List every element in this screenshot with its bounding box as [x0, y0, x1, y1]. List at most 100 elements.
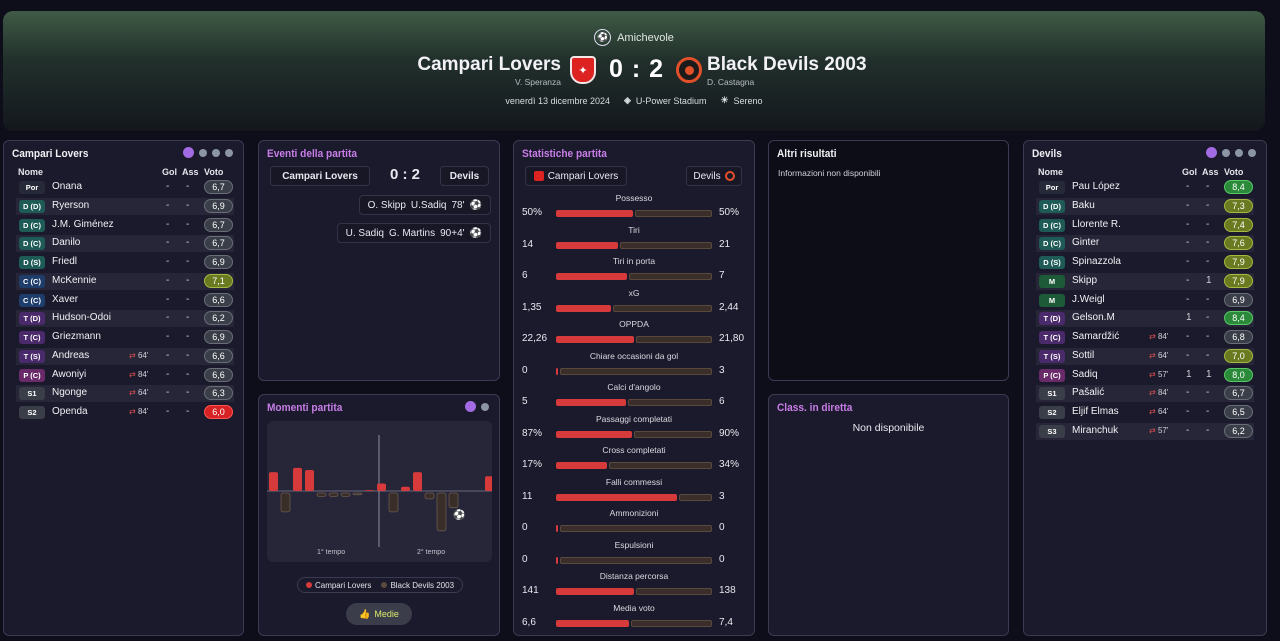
player-row[interactable]: D (C) J.M. Giménez - - 6,7: [16, 217, 234, 234]
player-name[interactable]: Openda: [52, 406, 88, 417]
player-row[interactable]: D (D) Baku - - 7,3: [1036, 197, 1254, 215]
player-name[interactable]: Xaver: [52, 293, 79, 305]
player-goals: -: [1186, 406, 1190, 417]
player-name[interactable]: Pašalić: [1072, 387, 1105, 399]
competition-icon: ⚽: [594, 29, 612, 46]
stadium-name[interactable]: U-Power Stadium: [635, 95, 707, 106]
player-row[interactable]: D (C) Ginter - - 7,6: [1036, 235, 1254, 253]
player-row[interactable]: D (C) Danilo - - 6,7: [16, 235, 234, 253]
player-name[interactable]: Spinazzola: [1072, 256, 1121, 267]
events-score: 0 : 2: [389, 166, 420, 183]
player-name[interactable]: Hudson-Odoi: [52, 312, 111, 324]
player-goals: -: [166, 293, 170, 305]
stat-label: OPPDA: [619, 319, 649, 329]
moments-title: Momenti partita: [267, 402, 343, 414]
player-row[interactable]: C (C) Xaver - - 6,6: [16, 292, 234, 309]
substitution: ⇄ 57': [1149, 425, 1169, 435]
player-row[interactable]: C (C) McKennie - - 7,1: [16, 272, 234, 290]
stat-away-value: 7: [719, 270, 725, 281]
player-row[interactable]: P (C) Awoniyi ⇄ 84' - - 6,6: [16, 367, 234, 384]
player-row[interactable]: D (S) Friedl - - 6,9: [16, 254, 234, 271]
player-row[interactable]: Por Pau López - - 8,4: [1036, 179, 1254, 196]
substitution-icon: ⇄: [1149, 369, 1156, 379]
player-row[interactable]: D (C) Llorente R. - - 7,4: [1036, 217, 1254, 234]
player-name[interactable]: Llorente R.: [1072, 218, 1121, 230]
player-name[interactable]: Friedl: [52, 256, 78, 267]
competition: ⚽ Amichevole: [3, 29, 1265, 46]
player-assists: 1: [1206, 274, 1212, 286]
home-coach[interactable]: V. Speranza: [515, 77, 561, 87]
player-row[interactable]: D (S) Spinazzola - - 7,9: [1036, 254, 1254, 271]
player-name[interactable]: Sadiq: [1072, 368, 1098, 380]
home-crest-icon[interactable]: ✦: [570, 56, 596, 84]
player-row[interactable]: D (D) Ryerson - - 6,9: [16, 197, 234, 215]
away-team-name[interactable]: Black Devils 2003: [707, 54, 867, 75]
goal-event[interactable]: U. Sadiq G. Martins 90+4' ⚽: [336, 223, 491, 243]
away-crest-icon[interactable]: [676, 57, 702, 83]
player-name[interactable]: J.Weigl: [1072, 293, 1105, 305]
lineup-pager[interactable]: [1206, 147, 1256, 158]
player-name[interactable]: Griezmann: [52, 331, 101, 342]
player-name[interactable]: Samardžić: [1072, 331, 1120, 342]
player-row[interactable]: P (C) Sadiq ⇄ 57' 1 1 8,0: [1036, 367, 1254, 384]
player-goals: -: [1186, 349, 1190, 361]
player-assists: -: [1206, 331, 1210, 342]
away-lineup-title: Devils: [1032, 148, 1062, 160]
away-lineup-panel: Devils Nome Gol Ass Voto Por Pau López - - 8…: [1023, 140, 1267, 636]
player-row[interactable]: S1 Pašalić ⇄ 84' - - 6,7: [1036, 385, 1254, 403]
player-row[interactable]: S3 Miranchuk ⇄ 57' - - 6,2: [1036, 422, 1254, 440]
player-row[interactable]: S1 Ngonge ⇄ 64' - - 6,3: [16, 385, 234, 403]
player-name[interactable]: Onana: [52, 181, 83, 192]
away-coach[interactable]: D. Castagna: [707, 77, 755, 87]
player-name[interactable]: Baku: [1072, 199, 1095, 211]
home-team-name[interactable]: Campari Lovers: [417, 54, 561, 75]
player-goals: -: [166, 256, 170, 267]
position-badge: D (C): [1039, 218, 1065, 232]
lineup-pager[interactable]: [183, 147, 233, 158]
player-row[interactable]: M J.Weigl - - 6,9: [1036, 292, 1254, 309]
player-name[interactable]: Ginter: [1072, 237, 1100, 249]
player-name[interactable]: Ngonge: [52, 387, 88, 399]
player-name[interactable]: McKennie: [52, 274, 97, 286]
player-assists: -: [186, 199, 190, 211]
weather: Sereno: [733, 95, 763, 106]
moments-pager[interactable]: [465, 401, 489, 412]
player-name[interactable]: Miranchuk: [1072, 424, 1119, 436]
player-goals: -: [166, 312, 170, 324]
stat-home-value: 0: [522, 364, 528, 376]
averages-button[interactable]: 👍 Medie: [346, 603, 412, 625]
player-name[interactable]: Eljif Elmas: [1072, 406, 1119, 417]
substitution-icon: ⇄: [1149, 332, 1156, 341]
player-name[interactable]: Gelson.M: [1072, 312, 1115, 324]
player-name[interactable]: Awoniyi: [52, 368, 87, 380]
player-row[interactable]: M Skipp - 1 7,9: [1036, 272, 1254, 290]
substitution: ⇄ 84': [129, 369, 149, 379]
player-name[interactable]: Pau López: [1072, 181, 1120, 192]
goal-event[interactable]: O. Skipp U.Sadiq 78' ⚽: [358, 195, 491, 215]
player-goals: -: [1186, 274, 1190, 286]
player-row[interactable]: T (S) Andreas ⇄ 64' - - 6,6: [16, 347, 234, 365]
player-row[interactable]: T (D) Hudson-Odoi - - 6,2: [16, 310, 234, 328]
position-badge: T (D): [19, 312, 45, 326]
player-name[interactable]: Skipp: [1072, 274, 1098, 286]
player-row[interactable]: Por Onana - - 6,7: [16, 179, 234, 196]
player-name[interactable]: Sottil: [1072, 349, 1095, 361]
substitution-icon: ⇄: [1149, 388, 1156, 398]
player-row[interactable]: T (C) Samardžić ⇄ 84' - - 6,8: [1036, 329, 1254, 346]
player-name[interactable]: Andreas: [52, 349, 90, 361]
player-rating: 6,5: [1224, 405, 1253, 419]
player-row[interactable]: T (C) Griezmann - - 6,9: [16, 329, 234, 346]
events-away-team: Devils: [440, 166, 489, 186]
position-badge: P (C): [19, 368, 45, 382]
stat-home-value: 22,26: [522, 333, 548, 344]
player-row[interactable]: T (S) Sottil ⇄ 64' - - 7,0: [1036, 347, 1254, 365]
player-name[interactable]: J.M. Giménez: [52, 218, 114, 230]
player-row[interactable]: S2 Openda ⇄ 84' - - 6,0: [16, 404, 234, 421]
stat-home-bar: [556, 210, 633, 217]
player-row[interactable]: S2 Eljif Elmas ⇄ 64' - - 6,5: [1036, 404, 1254, 421]
player-name[interactable]: Ryerson: [52, 199, 90, 211]
player-name[interactable]: Danilo: [52, 237, 81, 249]
player-row[interactable]: T (D) Gelson.M 1 - 8,4: [1036, 310, 1254, 328]
player-goals: -: [166, 237, 170, 249]
stat-away-bar: [635, 588, 712, 595]
